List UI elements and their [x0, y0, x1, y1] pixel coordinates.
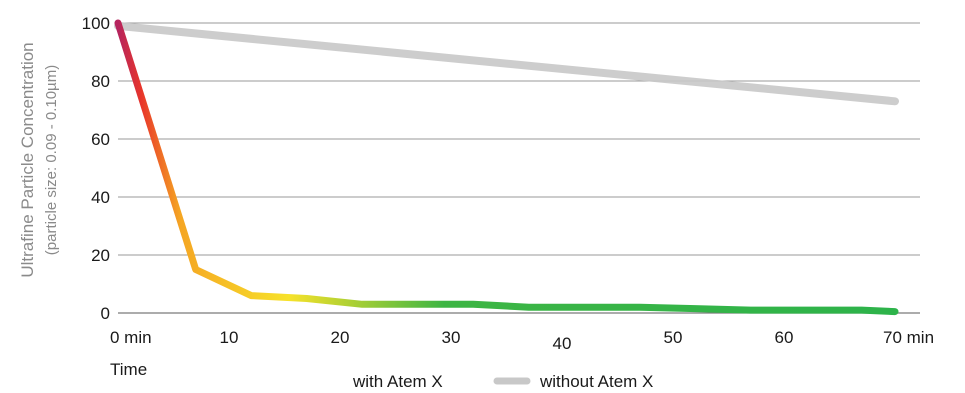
y-tick-label: 0 [101, 304, 110, 323]
series-group [114, 19, 899, 316]
x-axis-ticks: 0 min 10 20 30 40 50 60 70 min [110, 328, 934, 353]
y-axis-label: Ultrafine Particle Concentration [18, 42, 37, 277]
y-axis-ticks: 0 20 40 60 80 100 [82, 14, 110, 323]
y-tick-label: 20 [91, 246, 110, 265]
x-tick-label: 0 min [110, 328, 152, 347]
x-tick-label: 30 [442, 328, 461, 347]
series-line-with-atem-x [114, 19, 899, 316]
legend-label-with-atem-x: with Atem X [352, 372, 443, 391]
y-axis-sublabel: (particle size: 0.09 - 0.10µm) [43, 65, 60, 255]
y-tick-label: 80 [91, 72, 110, 91]
y-tick-label: 40 [91, 188, 110, 207]
y-tick-label: 60 [91, 130, 110, 149]
x-tick-label: 70 min [883, 328, 934, 347]
legend-label-without-atem-x: without Atem X [539, 372, 653, 391]
x-tick-label: 60 [775, 328, 794, 347]
x-tick-label: 50 [664, 328, 683, 347]
x-axis-label: Time [110, 360, 147, 379]
y-tick-label: 100 [82, 14, 110, 33]
legend: with Atem X without Atem X [309, 372, 653, 391]
x-tick-label: 20 [331, 328, 350, 347]
x-tick-label: 40 [553, 334, 572, 353]
series-line-without-atem-x [114, 21, 899, 106]
x-tick-label: 10 [220, 328, 239, 347]
